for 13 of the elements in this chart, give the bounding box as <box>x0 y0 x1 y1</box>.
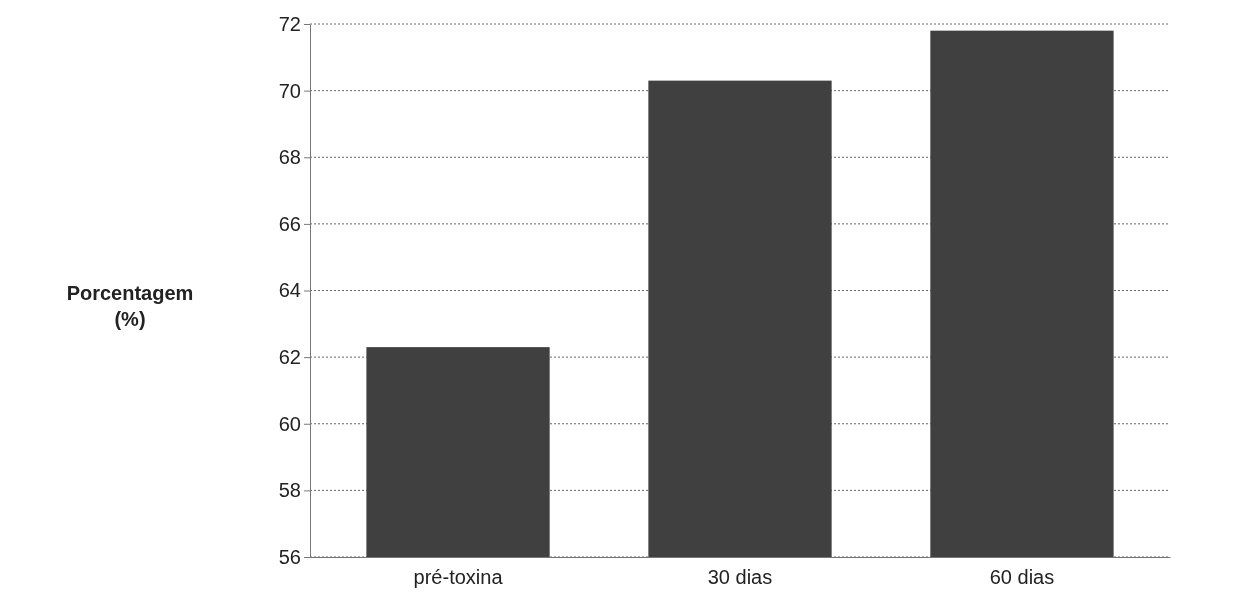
x-tick-label: 30 dias <box>707 566 773 588</box>
y-tick-label: 70 <box>278 79 301 102</box>
y-tick-label: 60 <box>278 412 301 435</box>
y-tick-label: 56 <box>278 545 301 568</box>
y-tick-label: 58 <box>278 479 301 502</box>
y-tick-label: 64 <box>278 279 301 302</box>
x-tick-label: 60 dias <box>989 566 1055 588</box>
y-tick-label: 62 <box>278 346 301 369</box>
y-tick-label: 68 <box>278 146 301 169</box>
x-tick-label: pré-toxina <box>413 566 504 588</box>
y-tick-label: 72 <box>278 12 301 35</box>
y-axis-title: Porcentagem (%) <box>66 282 194 330</box>
y-tick-label: 66 <box>278 212 301 235</box>
